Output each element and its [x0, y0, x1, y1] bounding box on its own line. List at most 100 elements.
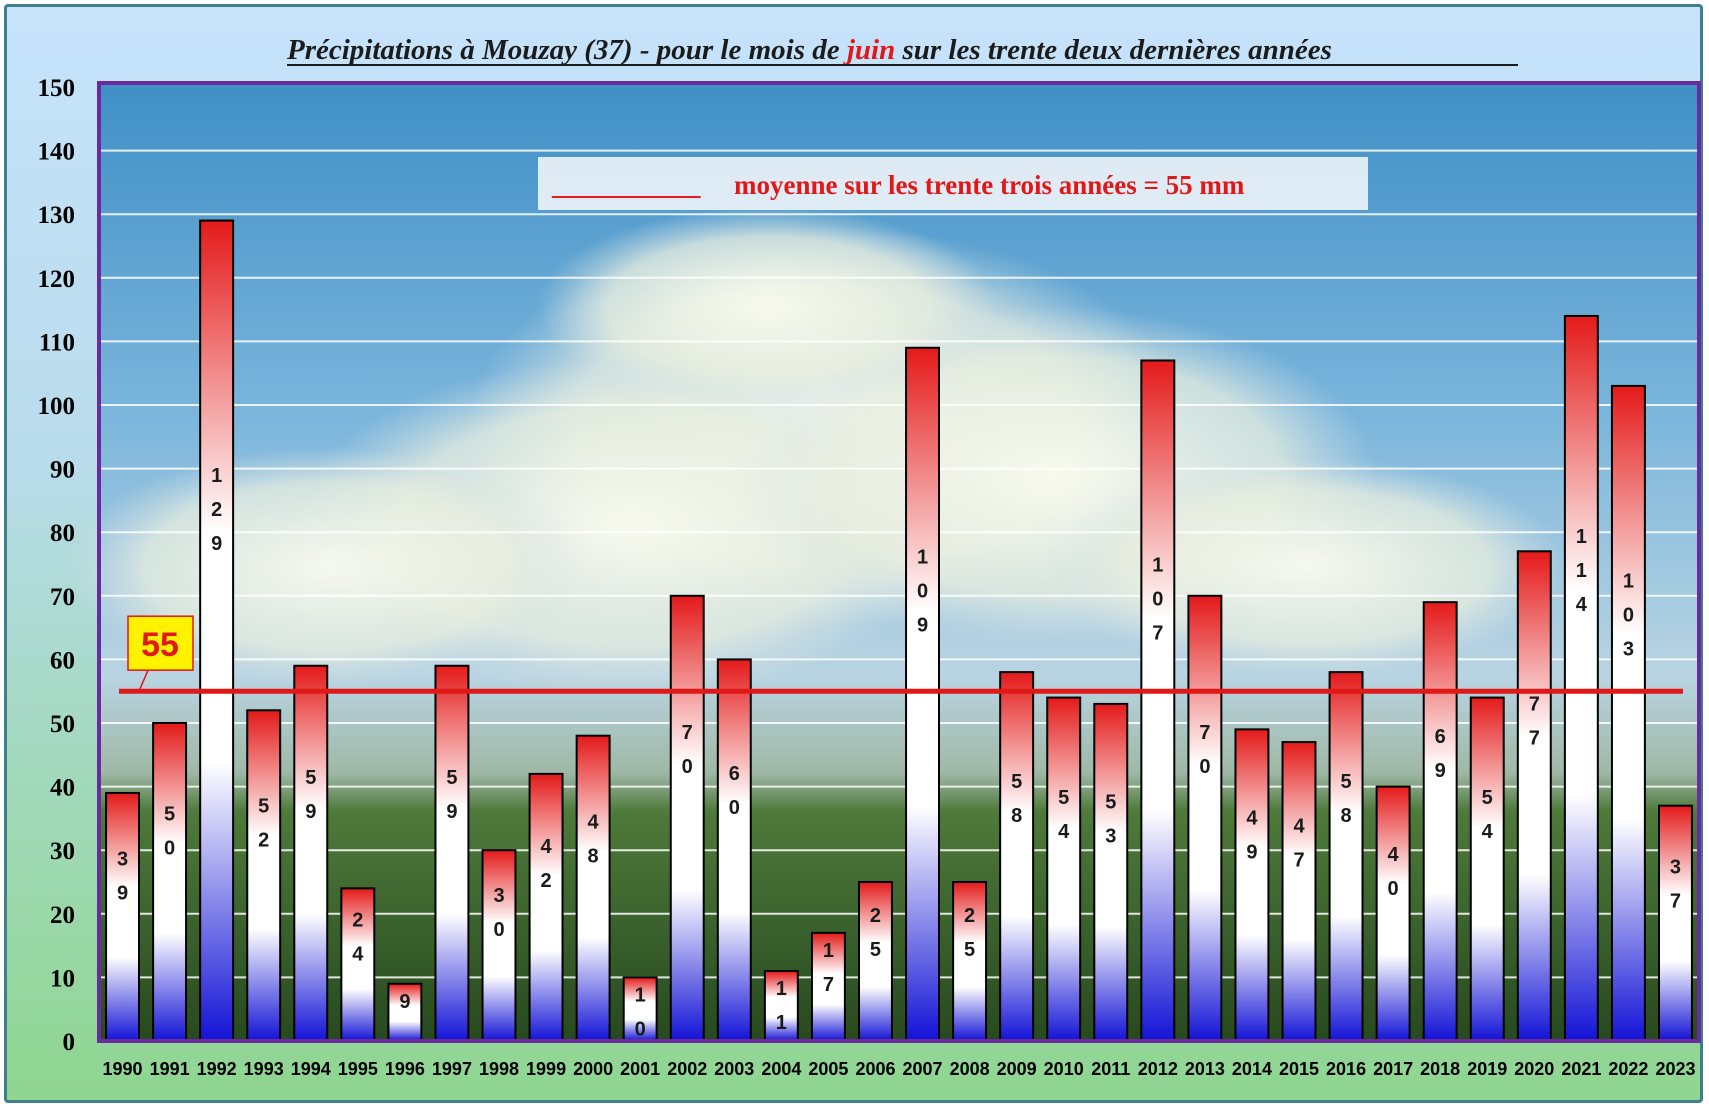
x-tick-label: 2023 [1655, 1059, 1695, 1079]
y-tick-label: 120 [38, 266, 76, 293]
bar-1995 [340, 887, 376, 1042]
bar-2018 [1422, 601, 1458, 1042]
x-tick-label: 2007 [903, 1059, 943, 1079]
chart-title: Précipitations à Mouzay (37) - pour le m… [286, 34, 1332, 66]
x-tick-label: 2006 [855, 1059, 895, 1079]
y-tick-label: 90 [50, 457, 75, 484]
bar-2015 [1281, 741, 1317, 1043]
y-tick-label: 0 [63, 1029, 76, 1056]
bar-2010 [1046, 696, 1082, 1042]
x-tick-label: 2014 [1232, 1059, 1272, 1079]
chart-svg: Précipitations à Mouzay (37) - pour le m… [38, 34, 1701, 1079]
x-tick-label: 2016 [1326, 1059, 1366, 1079]
x-tick-label: 2001 [620, 1059, 660, 1079]
x-tick-label: 1992 [197, 1059, 237, 1079]
x-tick-label: 2008 [950, 1059, 990, 1079]
bar-2023 [1658, 804, 1693, 1042]
x-tick-label: 1995 [338, 1059, 378, 1079]
x-tick-label: 2009 [997, 1059, 1037, 1079]
bar-2012 [1140, 359, 1176, 1043]
average-label: 55 [141, 626, 179, 664]
x-tick-label: 2019 [1467, 1059, 1507, 1079]
x-tick-label: 2010 [1044, 1059, 1084, 1079]
bar-2003 [716, 658, 752, 1043]
bar-2021 [1563, 314, 1599, 1042]
chart-frame: Précipitations à Mouzay (37) - pour le m… [4, 4, 1703, 1103]
bar-value-label: 9 [399, 991, 410, 1013]
x-tick-label: 2011 [1091, 1059, 1130, 1079]
x-tick-label: 2017 [1373, 1059, 1413, 1079]
y-tick-label: 110 [39, 329, 75, 356]
x-tick-label: 2005 [808, 1059, 848, 1079]
bar-2007 [905, 346, 941, 1042]
y-tick-label: 150 [38, 75, 76, 102]
y-tick-label: 140 [38, 139, 76, 166]
plot-background [67, 83, 1699, 1041]
y-tick-label: 130 [38, 202, 76, 229]
x-tick-label: 2020 [1514, 1059, 1554, 1079]
x-tick-label: 1998 [479, 1059, 519, 1079]
bar-2009 [999, 671, 1035, 1042]
y-tick-label: 20 [50, 902, 75, 929]
bar-1991 [152, 722, 188, 1042]
x-tick-label: 2003 [714, 1059, 754, 1079]
x-tick-label: 2015 [1279, 1059, 1319, 1079]
bar-2019 [1469, 696, 1505, 1042]
x-tick-label: 1997 [432, 1059, 472, 1079]
gridlines [99, 149, 1699, 979]
bar-2006 [858, 881, 893, 1042]
average-label-leader [138, 669, 149, 692]
legend-line-sample: ___________ [551, 170, 701, 200]
x-tick-label: 1994 [291, 1059, 331, 1079]
x-tick-label: 2002 [667, 1059, 707, 1079]
x-tick-label: 1991 [150, 1059, 190, 1079]
bar-2002 [669, 594, 705, 1042]
bar-2016 [1328, 671, 1364, 1042]
x-axis: 1990 1991 1992 1993 1994 1995 1996 1997 1998 1999… [103, 1059, 1696, 1079]
bar-2004 [763, 970, 799, 1042]
bar-1997 [434, 664, 470, 1042]
y-tick-label: 80 [50, 520, 75, 547]
bar-1990 [105, 791, 140, 1043]
bars: 3 9 5 0 1 2 9 5 2 5 9 2 4 9 5 9 3 0 4 2 4 8 1 0 7 0 6 0 1 1 1 7 2 5 1 0 9 2 5 5… [105, 219, 1693, 1043]
legend-label: moyenne sur les trente trois années = 55… [734, 170, 1245, 200]
x-tick-label: 2004 [761, 1059, 801, 1079]
x-tick-label: 2018 [1420, 1059, 1460, 1079]
y-tick-label: 10 [50, 965, 75, 992]
x-tick-label: 1996 [385, 1059, 425, 1079]
x-tick-label: 1993 [244, 1059, 284, 1079]
bar-1998 [481, 849, 517, 1043]
y-tick-label: 30 [50, 838, 75, 865]
y-tick-label: 50 [50, 711, 75, 738]
y-axis: 0 10 20 30 40 50 60 70 80 90 100 110 120 130 140 150 [38, 75, 76, 1056]
legend-box [538, 157, 1368, 210]
x-tick-label: 2021 [1561, 1059, 1601, 1079]
